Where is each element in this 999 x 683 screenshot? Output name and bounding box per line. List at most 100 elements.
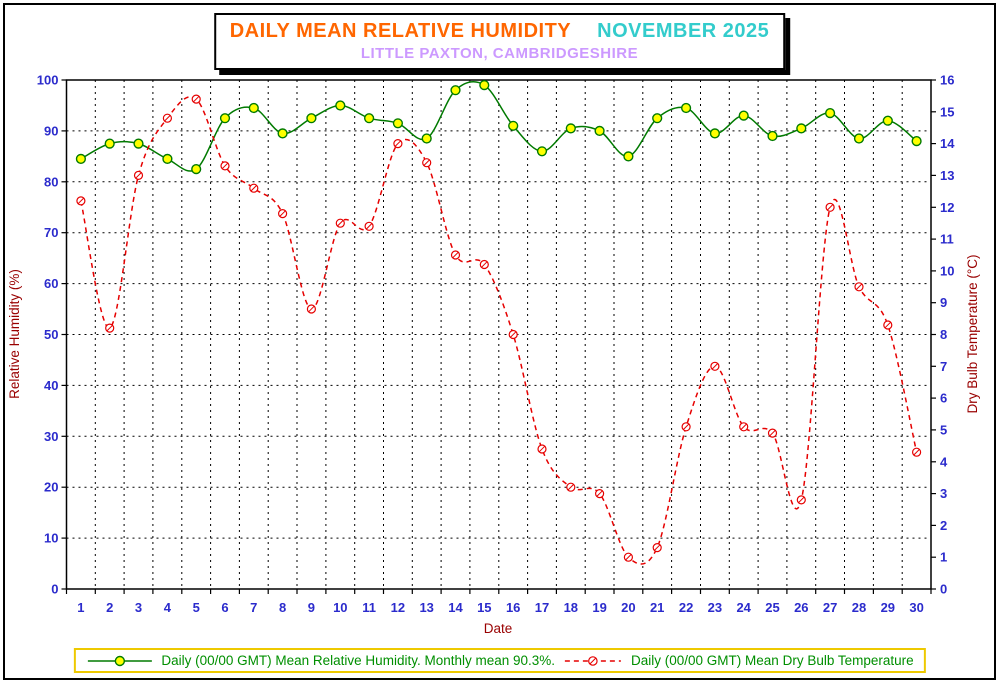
- temperature-point-slash: [884, 321, 891, 329]
- y-right-tick-label: 8: [940, 327, 947, 342]
- humidity-point: [882, 115, 893, 126]
- temperature-point-slash: [308, 305, 315, 313]
- humidity-point: [277, 128, 288, 139]
- y-left-tick-label: 100: [37, 73, 59, 88]
- humidity-point: [911, 136, 922, 147]
- y-left-tick-label: 90: [44, 123, 58, 138]
- humidity-point: [508, 120, 519, 131]
- x-tick-label: 1: [77, 600, 84, 615]
- x-tick-label: 17: [535, 600, 549, 615]
- humidity-point: [392, 118, 404, 129]
- x-tick-label: 30: [909, 600, 923, 615]
- y-right-tick-label: 15: [940, 104, 954, 119]
- x-tick-label: 15: [477, 600, 491, 615]
- temperature-point-slash: [394, 140, 402, 147]
- temperature-point-slash: [452, 251, 459, 259]
- x-tick-label: 27: [823, 600, 837, 615]
- x-tick-label: 11: [362, 600, 376, 615]
- y-left-tick-label: 50: [44, 327, 58, 342]
- legend-box: Daily (00/00 GMT) Mean Relative Humidity…: [73, 648, 926, 673]
- y-right-tick-label: 13: [940, 168, 954, 183]
- y-left-tick-label: 80: [44, 174, 58, 189]
- y-right-tick-label: 6: [940, 391, 947, 406]
- y-left-axis-title: Relative Humidity (%): [7, 269, 22, 399]
- humidity-point: [133, 138, 144, 149]
- humidity-point: [450, 85, 461, 96]
- temperature-point-slash: [279, 210, 286, 217]
- temperature-point-slash: [826, 204, 834, 211]
- x-tick-label: 6: [221, 600, 228, 615]
- x-tick-label: 2: [106, 600, 113, 615]
- x-tick-label: 4: [164, 600, 172, 615]
- humidity-point: [248, 102, 259, 114]
- temperature-point-slash: [481, 261, 488, 268]
- y-right-tick-label: 16: [940, 73, 954, 88]
- temperature-point-slash: [625, 554, 632, 561]
- y-right-tick-label: 0: [940, 582, 947, 597]
- humidity-point: [479, 79, 490, 91]
- humidity-point: [824, 107, 836, 119]
- temperature-point-slash: [596, 490, 603, 497]
- y-right-tick-label: 4: [940, 454, 948, 469]
- temperature-point-slash: [567, 484, 574, 491]
- tick-labels-layer: 0102030405060708090100012345678910111213…: [37, 73, 955, 616]
- y-right-tick-label: 5: [940, 422, 947, 437]
- y-right-tick-label: 10: [940, 263, 954, 278]
- temperature-point-slash: [337, 220, 344, 227]
- humidity-point: [853, 133, 865, 144]
- y-left-tick-label: 20: [44, 480, 58, 495]
- x-tick-label: 21: [650, 600, 664, 615]
- title-subtitle: LITTLE PAXTON, CAMBRIDGESHIRE: [360, 45, 639, 62]
- humidity-point: [162, 153, 173, 165]
- humidity-point: [738, 110, 749, 121]
- y-right-tick-label: 12: [940, 200, 954, 215]
- temperature-point-slash: [250, 185, 257, 192]
- humidity-legend-marker-icon: [87, 655, 152, 666]
- humidity-point: [680, 102, 692, 114]
- humidity-point: [364, 113, 375, 124]
- series-layer: [75, 79, 922, 565]
- humidity-point: [306, 113, 317, 124]
- temperature-point-slash: [855, 283, 863, 290]
- temperature-point-slash: [510, 331, 517, 338]
- y-left-tick-label: 70: [44, 225, 58, 240]
- y-left-tick-label: 60: [44, 276, 58, 291]
- temperature-point-slash: [913, 449, 920, 456]
- humidity-point: [335, 100, 346, 111]
- y-left-tick-label: 0: [51, 582, 58, 597]
- series-line: [80, 96, 918, 565]
- title-box: DAILY MEAN RELATIVE HUMIDITY NOVEMBER 202…: [213, 13, 786, 70]
- humidity-point: [796, 123, 807, 134]
- x-tick-label: 19: [592, 600, 606, 615]
- axes-layer: [61, 79, 936, 594]
- x-tick-label: 5: [193, 600, 200, 615]
- x-tick-label: 14: [448, 600, 463, 615]
- humidity-point: [709, 128, 721, 139]
- temperature-point-slash: [106, 324, 113, 332]
- temperature-point-slash: [365, 223, 373, 230]
- humidity-point: [594, 125, 605, 136]
- x-tick-label: 12: [391, 600, 405, 615]
- temperature-point-slash: [164, 115, 171, 122]
- humidity-point: [767, 130, 778, 142]
- temperature-point-slash: [740, 423, 747, 430]
- temperature-point-slash: [711, 363, 719, 370]
- humidity-point: [623, 151, 634, 162]
- page-title: DAILY MEAN RELATIVE HUMIDITY: [229, 20, 572, 42]
- temperature-point-slash: [682, 423, 690, 430]
- y-right-axis-title: Dry Bulb Temperature (°C): [965, 255, 980, 414]
- x-tick-label: 22: [679, 600, 693, 615]
- temperature-legend-label: Daily (00/00 GMT) Mean Dry Bulb Temperat…: [631, 653, 914, 668]
- x-tick-label: 28: [852, 600, 866, 615]
- x-tick-label: 7: [250, 600, 257, 615]
- humidity-point: [219, 113, 231, 124]
- temperature-point-slash: [654, 544, 661, 551]
- temperature-point-slash: [798, 496, 805, 504]
- title-period: NOVEMBER 2025: [597, 20, 770, 42]
- temperature-series: [76, 94, 922, 565]
- temperature-point-slash: [77, 197, 85, 205]
- x-tick-label: 3: [135, 600, 142, 615]
- x-tick-label: 25: [765, 600, 779, 615]
